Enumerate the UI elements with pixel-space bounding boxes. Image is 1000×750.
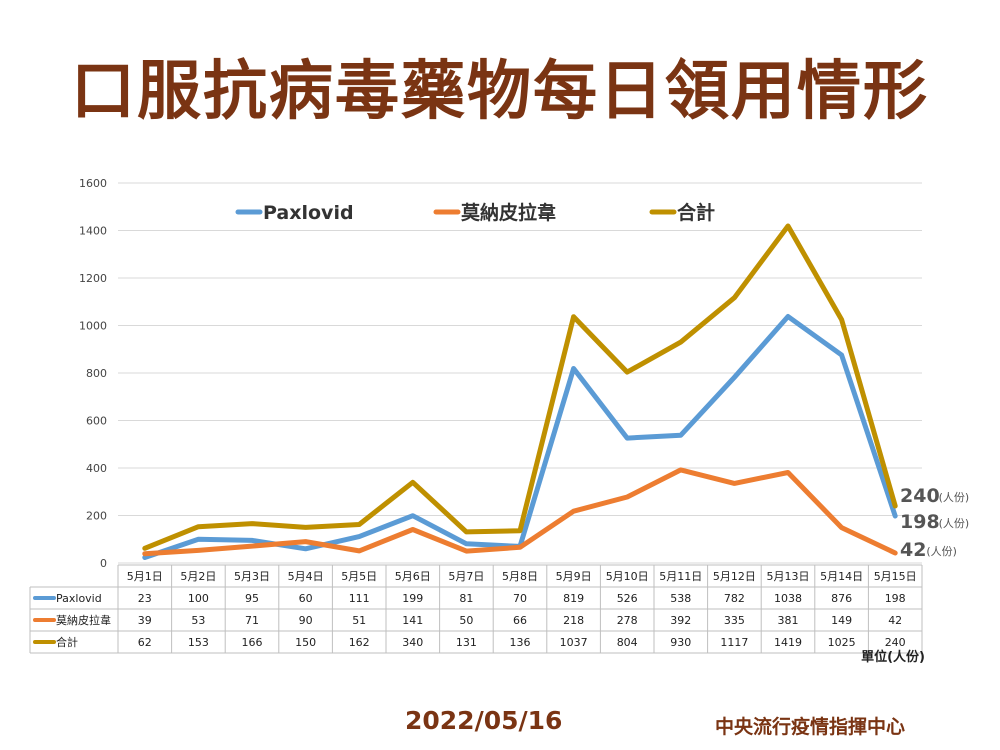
unit-label: 單位(人份): [861, 649, 925, 665]
table-cell-value: 153: [188, 636, 209, 649]
y-tick-label: 0: [100, 557, 107, 570]
x-category-label: 5月13日: [767, 570, 810, 583]
legend-label: Paxlovid: [263, 202, 354, 224]
table-cell-value: 278: [617, 614, 638, 627]
table-cell-value: 50: [459, 614, 473, 627]
x-category-label: 5月4日: [288, 570, 324, 583]
end-value-label: 198: [900, 511, 940, 533]
table-cell-value: 335: [724, 614, 745, 627]
table-cell-value: 66: [513, 614, 527, 627]
table-cell-value: 819: [563, 592, 584, 605]
footer-date: 2022/05/16: [405, 706, 563, 735]
line-chart: 0 200 400 600 800 1000 1200 1400 1600 Paxlovid 莫納…: [29, 177, 970, 665]
end-value-label: 42: [900, 539, 926, 561]
table-cell-value: 141: [402, 614, 423, 627]
legend-label: 莫納皮拉韋: [461, 201, 556, 224]
x-category-label: 5月10日: [606, 570, 649, 583]
x-category-label: 5月14日: [820, 570, 863, 583]
x-category-label: 5月2日: [180, 570, 216, 583]
table-cell-value: 95: [245, 592, 259, 605]
table-cell-value: 1037: [560, 636, 588, 649]
table-cell-value: 782: [724, 592, 745, 605]
x-category-label: 5月8日: [502, 570, 538, 583]
table-cell-value: 100: [188, 592, 209, 605]
table-cell-value: 90: [299, 614, 313, 627]
table-cell-value: 199: [402, 592, 423, 605]
x-category-label: 5月6日: [395, 570, 431, 583]
table-series-name: 合計: [56, 635, 78, 649]
table-cell-value: 39: [138, 614, 152, 627]
table-cell-value: 198: [885, 592, 906, 605]
y-tick-label: 400: [86, 462, 107, 475]
table-cell-value: 150: [295, 636, 316, 649]
table-series-name: Paxlovid: [56, 592, 102, 605]
table-cell-value: 60: [299, 592, 313, 605]
y-tick-label: 200: [86, 510, 107, 523]
table-series-name: 莫納皮拉韋: [56, 613, 111, 627]
table-cell-value: 1419: [774, 636, 802, 649]
table-cell-value: 340: [402, 636, 423, 649]
table-cell-value: 538: [670, 592, 691, 605]
table-cell-value: 218: [563, 614, 584, 627]
table-cell-value: 70: [513, 592, 527, 605]
page-title: 口服抗病毒藥物每日領用情形: [71, 55, 929, 129]
table-cell-value: 62: [138, 636, 152, 649]
end-value-unit: (人份): [926, 545, 957, 558]
table-cell-value: 23: [138, 592, 152, 605]
table-cell-value: 162: [349, 636, 370, 649]
table-cell-value: 1117: [720, 636, 748, 649]
footer-org: 中央流行疫情指揮中心: [715, 716, 906, 738]
y-tick-label: 1600: [79, 177, 107, 190]
x-category-label: 5月7日: [448, 570, 484, 583]
series-line: [142, 223, 898, 551]
x-category-label: 5月12日: [713, 570, 756, 583]
y-tick-label: 600: [86, 415, 107, 428]
table-cell-value: 876: [831, 592, 852, 605]
table-cell-value: 81: [459, 592, 473, 605]
table-cell-value: 42: [888, 614, 902, 627]
table-cell-value: 240: [885, 636, 906, 649]
series-line: [142, 467, 898, 557]
legend-label: 合計: [677, 201, 715, 224]
x-category-label: 5月5日: [341, 570, 377, 583]
table-cell-value: 166: [242, 636, 263, 649]
y-tick-label: 800: [86, 367, 107, 380]
table-cell-value: 53: [191, 614, 205, 627]
x-category-label: 5月1日: [127, 570, 163, 583]
table-cell-value: 149: [831, 614, 852, 627]
table-cell-value: 804: [617, 636, 638, 649]
x-category-label: 5月11日: [659, 570, 702, 583]
end-value-label: 240: [900, 485, 940, 507]
table-cell-value: 526: [617, 592, 638, 605]
x-category-label: 5月3日: [234, 570, 270, 583]
table-cell-value: 51: [352, 614, 366, 627]
x-category-label: 5月9日: [556, 570, 592, 583]
table-cell-value: 1038: [774, 592, 802, 605]
end-value-unit: (人份): [939, 491, 970, 504]
table-cell-value: 381: [778, 614, 799, 627]
table-cell-value: 111: [349, 592, 370, 605]
table-cell-value: 392: [670, 614, 691, 627]
y-tick-label: 1400: [79, 225, 107, 238]
y-tick-label: 1000: [79, 320, 107, 333]
x-category-label: 5月15日: [874, 570, 917, 583]
table-cell-value: 131: [456, 636, 477, 649]
table-cell-value: 930: [670, 636, 691, 649]
y-tick-label: 1200: [79, 272, 107, 285]
table-cell-value: 1025: [828, 636, 856, 649]
table-cell-value: 136: [510, 636, 531, 649]
end-value-unit: (人份): [939, 517, 970, 530]
table-cell-value: 71: [245, 614, 259, 627]
